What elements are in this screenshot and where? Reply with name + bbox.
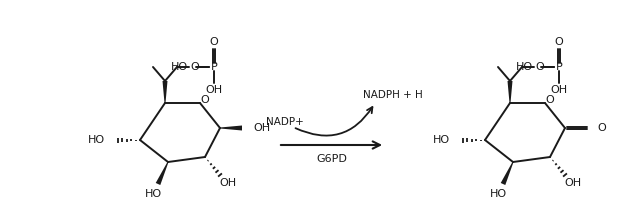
Text: G6PD: G6PD [316, 154, 347, 164]
Text: P: P [211, 62, 218, 72]
Text: HO: HO [490, 189, 507, 199]
Text: HO: HO [516, 62, 533, 72]
Polygon shape [500, 162, 513, 185]
Text: NADPH + H: NADPH + H [363, 90, 423, 100]
Polygon shape [163, 81, 168, 103]
Text: P: P [556, 62, 563, 72]
Text: OH: OH [253, 123, 270, 133]
Text: OH: OH [205, 85, 223, 95]
Text: NADP+: NADP+ [266, 117, 304, 127]
Text: O: O [191, 62, 200, 72]
Text: HO: HO [433, 135, 450, 145]
Text: O: O [200, 95, 209, 105]
Text: OH: OH [550, 85, 568, 95]
Text: O: O [546, 95, 554, 105]
Text: OH: OH [564, 178, 582, 188]
Text: O: O [597, 123, 605, 133]
Text: O: O [555, 37, 563, 47]
Text: O: O [210, 37, 218, 47]
Polygon shape [220, 125, 242, 131]
Text: HO: HO [145, 189, 161, 199]
Text: OH: OH [220, 178, 237, 188]
Polygon shape [508, 81, 513, 103]
Text: HO: HO [171, 62, 188, 72]
Polygon shape [156, 162, 168, 185]
Text: O: O [536, 62, 545, 72]
Text: HO: HO [88, 135, 105, 145]
FancyArrowPatch shape [296, 107, 372, 136]
